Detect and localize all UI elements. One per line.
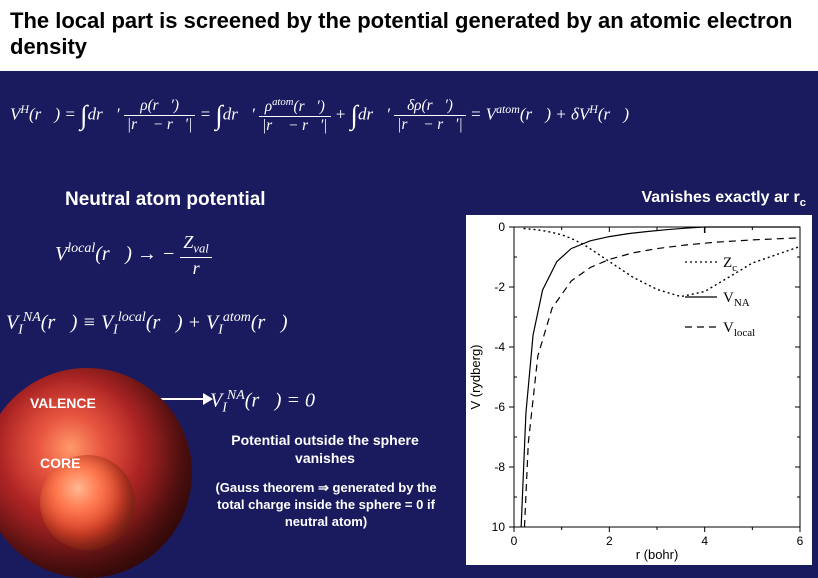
svg-text:4: 4 [701, 534, 708, 548]
svg-text:2: 2 [606, 534, 613, 548]
page-title: The local part is screened by the potent… [10, 8, 808, 61]
neutral-atom-label: Neutral atom potential [65, 189, 266, 211]
core-label: CORE [40, 455, 80, 471]
svg-text:V (rydberg): V (rydberg) [468, 344, 483, 409]
vanishes-label: Vanishes exactly ar rc [641, 189, 806, 209]
potential-outside-text: Potential outside the sphere vanishes [200, 432, 450, 467]
chart-svg: 0 2 4 6 10 -8 -6 -4 -2 0 r (bohr) V (rydberg) Zc VNA V… [466, 215, 812, 565]
gauss-theorem-text: (Gauss theorem ⇒ generated by the total … [200, 480, 452, 531]
potential-chart: 0 2 4 6 10 -8 -6 -4 -2 0 r (bohr) V (rydberg) Zc VNA V… [466, 215, 812, 565]
svg-text:VNA: VNA [723, 290, 750, 309]
svg-text:-6: -6 [494, 400, 505, 414]
svg-text:Vlocal: Vlocal [723, 320, 755, 339]
equation-vna-zero: VINA(r⃗) = 0 [210, 388, 315, 417]
svg-text:0: 0 [498, 220, 505, 234]
equation-hartree: VH(r⃗) = ∫dr⃗′ ρ(r⃗′)|r⃗ − r⃗′| = ∫dr⃗′ … [0, 71, 818, 143]
svg-text:-4: -4 [494, 340, 505, 354]
svg-text:Zc: Zc [723, 255, 737, 274]
vanishes-sub: c [800, 197, 806, 209]
svg-text:6: 6 [797, 534, 804, 548]
valence-label: VALENCE [30, 395, 96, 411]
svg-text:10: 10 [492, 520, 506, 534]
equation-vlocal: Vlocal(r⃗) → − Zvalr [55, 232, 212, 279]
vanishes-text: Vanishes exactly ar r [641, 189, 799, 206]
arrow-to-zero-head [203, 393, 213, 405]
equation-vna-definition: VINA(r⃗) ≡ VIlocal(r⃗) + VIatom(r⃗) [6, 310, 288, 339]
svg-text:r (bohr): r (bohr) [636, 547, 679, 562]
title-bar: The local part is screened by the potent… [0, 0, 818, 71]
svg-text:0: 0 [511, 534, 518, 548]
svg-text:-2: -2 [494, 280, 505, 294]
svg-text:-8: -8 [494, 460, 505, 474]
